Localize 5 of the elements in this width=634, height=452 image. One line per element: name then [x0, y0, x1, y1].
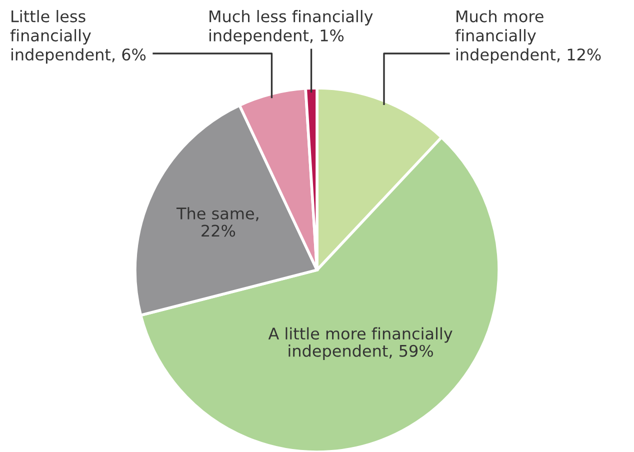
- slice-label: Little less financially independent, 6%: [10, 10, 146, 64]
- slice-label: Much less financially independent, 1%: [210, 10, 373, 45]
- slice-label: The same, 22%: [176, 207, 258, 237]
- slice-label: Much more financially independent, 12%: [455, 10, 601, 64]
- slice-label: A little more financially independent, 59%: [268, 327, 452, 360]
